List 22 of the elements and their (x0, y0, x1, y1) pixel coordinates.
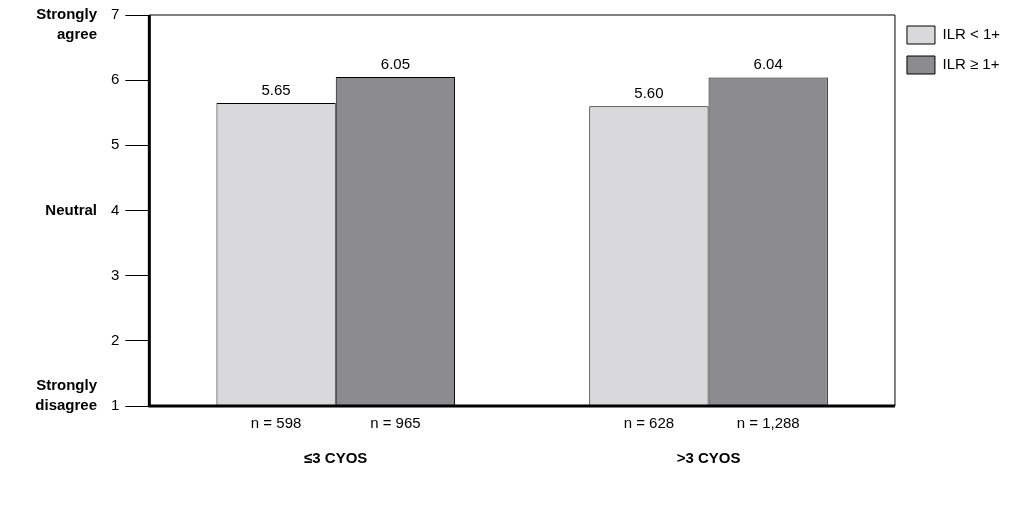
x-tick-label: >3 CYOS (676, 449, 741, 467)
y-tick-label: 3 (111, 265, 120, 283)
x-tick-label: ≤3 CYOS (304, 449, 368, 467)
annotation: n = 1,288 (736, 413, 800, 431)
data-label: 5.60 (634, 83, 664, 101)
data-label: 5.65 (261, 80, 291, 98)
text: Neutral (45, 200, 97, 218)
y-tick-label: 6 (111, 70, 120, 88)
annotation: n = 628 (623, 413, 675, 431)
y-tick-label: 1 (111, 396, 120, 414)
annotation: n = 598 (250, 413, 302, 431)
legend-label: ILR ≥ 1+ (942, 55, 1000, 73)
y-tick-label: 2 (111, 330, 120, 348)
legend-label: ILR < 1+ (942, 25, 1001, 43)
y-tick-label: 4 (111, 200, 120, 218)
y-tick-label: 5 (111, 135, 120, 153)
y-tick-label: 7 (111, 5, 120, 23)
data-label: 6.04 (753, 55, 783, 73)
data-label: 6.05 (380, 54, 410, 72)
text: Strongly agree (36, 5, 98, 43)
annotation: n = 965 (370, 413, 421, 431)
text: Strongly disagree (35, 376, 98, 414)
